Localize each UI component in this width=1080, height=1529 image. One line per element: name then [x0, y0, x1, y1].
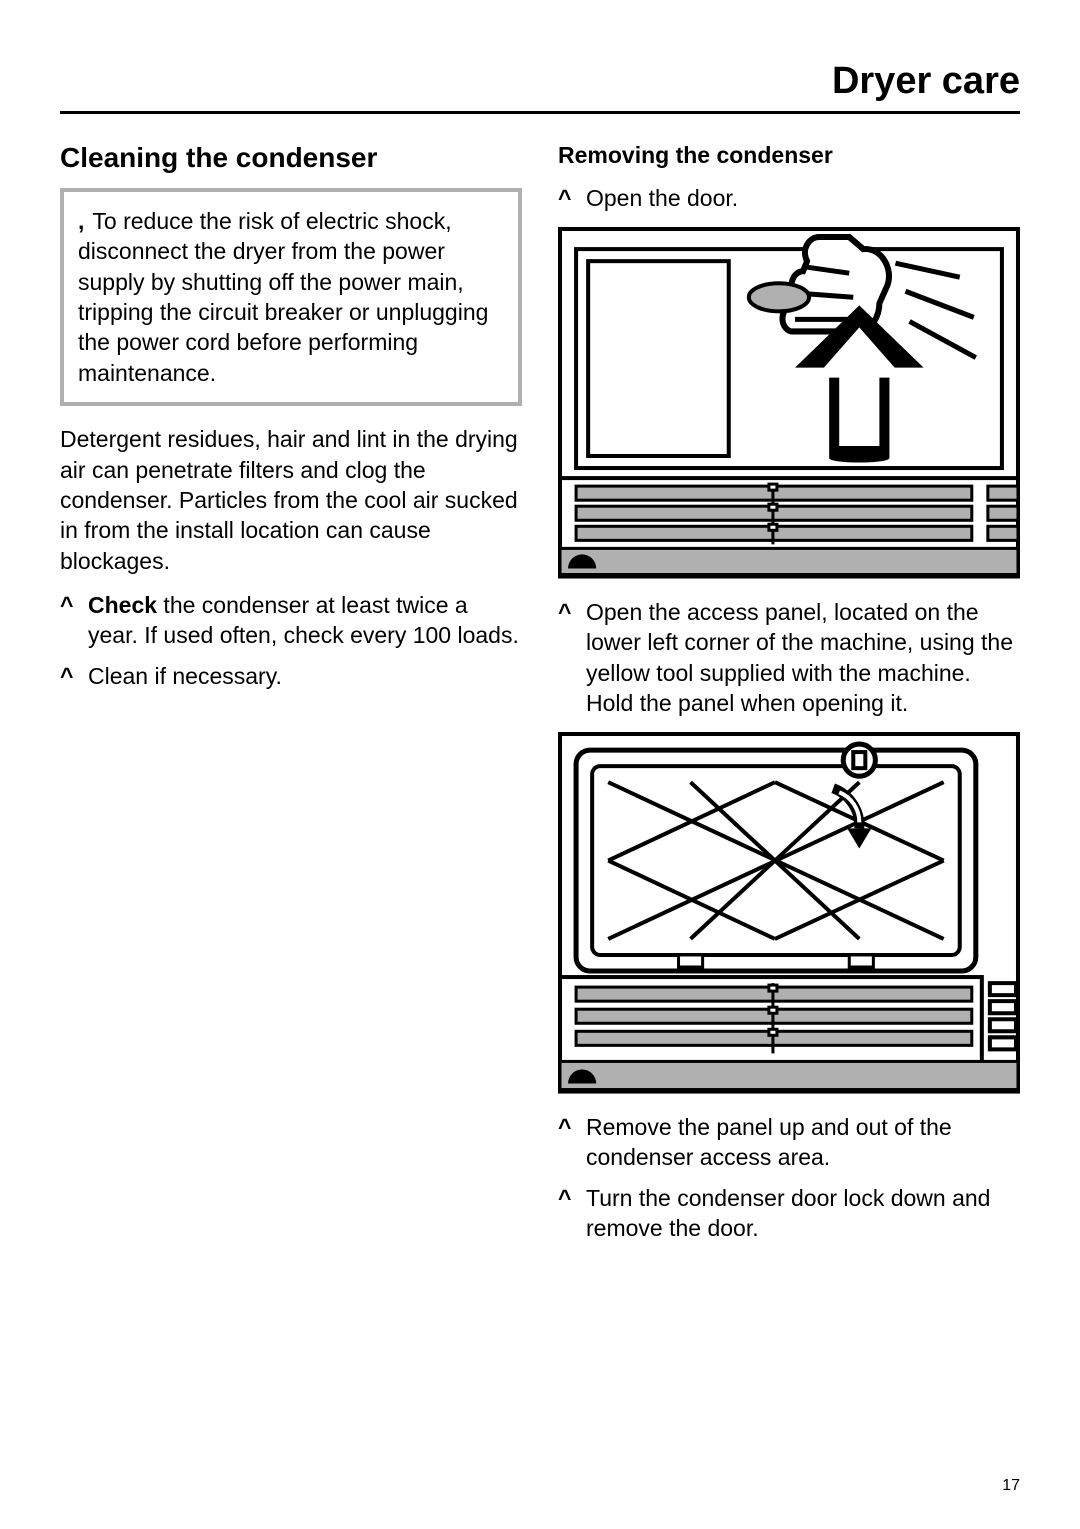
step-list: Check the condenser at least twice a yea… — [60, 590, 522, 691]
body-paragraph: Detergent residues, hair and lint in the… — [60, 424, 522, 576]
step-bold: Check — [88, 592, 157, 618]
step-text: Hold the panel when opening it. — [586, 690, 908, 716]
step-text: Open the access panel, located on the lo… — [586, 599, 1013, 686]
two-column-layout: Cleaning the condenser ,To reduce the ri… — [60, 142, 1020, 1257]
section-heading: Cleaning the condenser — [60, 142, 522, 174]
left-column: Cleaning the condenser ,To reduce the ri… — [60, 142, 522, 1257]
list-item: Remove the panel up and out of the conde… — [558, 1112, 1020, 1173]
figure-access-panel — [558, 732, 1020, 1094]
page-number: 17 — [1002, 1477, 1020, 1495]
subsection-heading: Removing the condenser — [558, 142, 1020, 169]
warning-text: To reduce the risk of electric shock, di… — [78, 208, 488, 386]
warning-icon: , — [78, 208, 84, 234]
warning-box: ,To reduce the risk of electric shock, d… — [60, 188, 522, 406]
list-item: Open the door. — [558, 183, 1020, 213]
list-item: Clean if necessary. — [60, 661, 522, 691]
figure-open-door — [558, 227, 1020, 579]
list-item: Turn the condenser door lock down and re… — [558, 1183, 1020, 1244]
manual-page: Dryer care Cleaning the condenser ,To re… — [0, 0, 1080, 1529]
step-list: Open the door. — [558, 183, 1020, 213]
list-item: Open the access panel, located on the lo… — [558, 597, 1020, 718]
list-item: Check the condenser at least twice a yea… — [60, 590, 522, 651]
page-title: Dryer care — [60, 60, 1020, 114]
step-list: Open the access panel, located on the lo… — [558, 597, 1020, 718]
right-column: Removing the condenser Open the door. — [558, 142, 1020, 1257]
step-list: Remove the panel up and out of the conde… — [558, 1112, 1020, 1243]
